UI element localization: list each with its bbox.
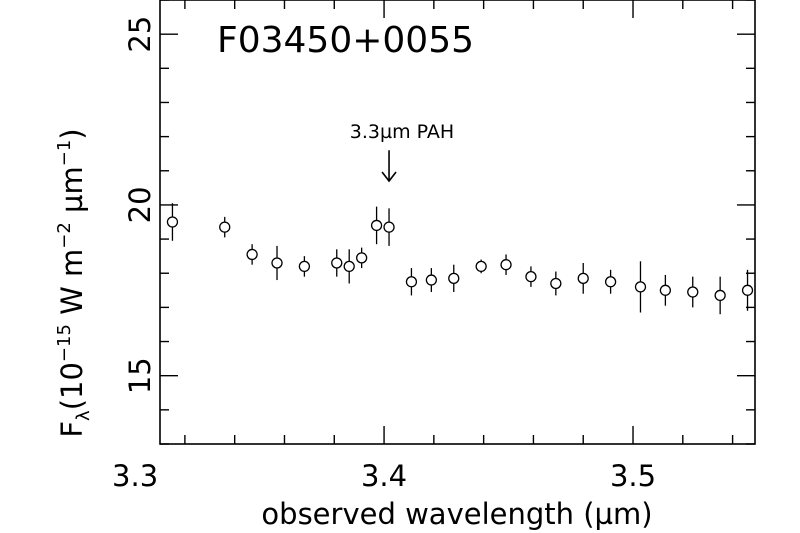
y-tick-label: 15 <box>123 357 157 394</box>
pah-annotation-label: 3.3µm PAH <box>350 121 454 143</box>
data-point <box>500 259 512 271</box>
x-axis-label: observed wavelength (µm) <box>261 497 652 531</box>
data-point <box>604 276 617 288</box>
data-point <box>331 257 343 269</box>
data-point <box>550 277 562 290</box>
data-point <box>246 248 258 261</box>
axis-ticks <box>160 0 755 445</box>
data-point <box>271 257 283 269</box>
y-tick-label: 25 <box>123 16 157 53</box>
x-tick-label: 3.3 <box>112 459 158 493</box>
data-point <box>659 284 672 296</box>
data-point <box>343 260 355 273</box>
data-point <box>577 272 589 285</box>
data-point <box>634 281 647 293</box>
pah-annotation-arrow <box>381 150 397 183</box>
x-tick-label: 3.5 <box>610 459 656 493</box>
data-points <box>166 203 754 315</box>
data-point <box>741 284 754 296</box>
data-point <box>448 272 460 285</box>
data-point <box>714 289 726 302</box>
data-point <box>687 286 699 298</box>
data-point <box>383 221 395 233</box>
x-tick-labels: 3.3 3.4 3.5 <box>112 459 656 493</box>
data-point <box>405 276 418 288</box>
data-point <box>370 219 383 232</box>
data-point <box>298 260 311 273</box>
y-tick-label: 20 <box>123 186 157 223</box>
y-axis-label: Fλ(10−15 W m−2 µm−1) <box>54 128 94 437</box>
data-point <box>425 274 438 286</box>
arrow-head <box>381 171 397 183</box>
chart-title: F03450+0055 <box>217 20 474 61</box>
x-tick-label: 3.4 <box>361 459 407 493</box>
y-tick-labels: 15 20 25 <box>123 16 157 394</box>
plot-frame <box>159 0 756 445</box>
data-point <box>475 260 487 273</box>
data-point <box>219 221 231 233</box>
data-point <box>356 252 368 264</box>
data-point <box>525 270 537 283</box>
data-point <box>166 216 179 228</box>
